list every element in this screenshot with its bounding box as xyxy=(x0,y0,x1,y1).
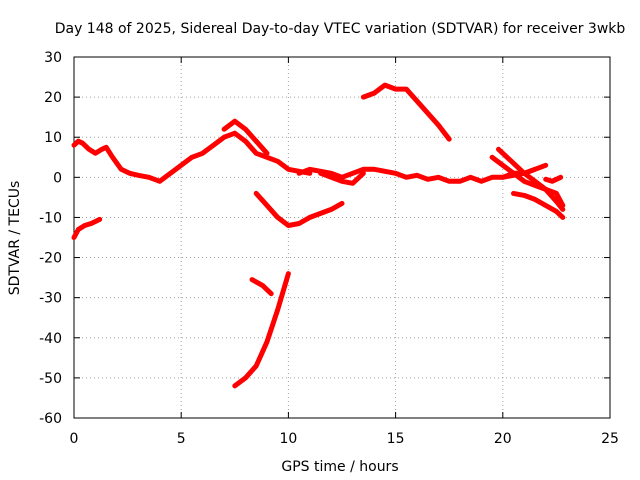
x-tick-label: 25 xyxy=(601,431,619,447)
x-tick-label: 10 xyxy=(279,431,297,447)
series-arc-14 xyxy=(543,174,564,184)
x-ticks: 0 5 10 15 20 25 xyxy=(70,57,619,447)
y-tick-label: -60 xyxy=(39,411,62,427)
y-ticks: -60 -50 -40 -30 -20 -10 0 10 20 30 xyxy=(39,50,610,427)
grid-lines xyxy=(74,57,610,418)
series-arc-13 xyxy=(500,162,549,180)
y-tick-label: 10 xyxy=(44,130,62,146)
x-tick-label: 20 xyxy=(494,431,512,447)
y-tick-label: -10 xyxy=(39,210,62,226)
series-arc-2 xyxy=(71,130,313,184)
series-arc-1 xyxy=(71,216,103,240)
data-series xyxy=(71,82,566,389)
plot-frame xyxy=(73,56,611,419)
y-tick-label: -40 xyxy=(39,331,62,347)
y-axis-label: SDTVAR / TECUs xyxy=(7,181,23,296)
series-arc-5 xyxy=(232,271,291,389)
y-tick-label: 20 xyxy=(44,90,62,106)
series-arc-6 xyxy=(249,277,274,297)
y-tick-label: 0 xyxy=(53,170,62,186)
y-tick-label: -30 xyxy=(39,291,62,307)
series-arc-4 xyxy=(253,190,345,228)
x-tick-label: 5 xyxy=(177,431,186,447)
x-axis-label: GPS time / hours xyxy=(281,459,398,475)
y-tick-label: -20 xyxy=(39,251,62,267)
series-arc-11 xyxy=(496,146,566,212)
series-arc-3 xyxy=(221,118,270,156)
y-tick-label: -50 xyxy=(39,371,62,387)
chart-title: Day 148 of 2025, Sidereal Day-to-day VTE… xyxy=(55,21,626,37)
y-tick-label: 30 xyxy=(44,50,62,66)
series-arc-10 xyxy=(489,154,566,208)
series-arc-12 xyxy=(511,190,566,220)
series-arc-7 xyxy=(296,166,538,184)
x-tick-label: 15 xyxy=(387,431,405,447)
x-tick-label: 0 xyxy=(70,431,79,447)
series-arc-8 xyxy=(318,170,366,186)
series-arc-9 xyxy=(360,82,452,142)
